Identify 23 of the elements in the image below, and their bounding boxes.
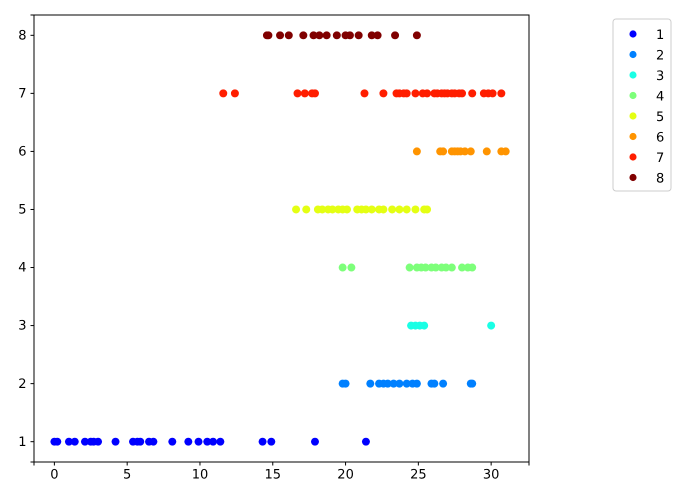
- y-tick-label: 7: [18, 86, 26, 102]
- y-tick-label: 1: [18, 434, 26, 450]
- legend-label: 8: [656, 172, 664, 186]
- y-tick-label: 5: [18, 202, 26, 218]
- y-tick-label: 8: [18, 28, 26, 44]
- y-tick-label: 6: [18, 144, 26, 160]
- y-tick-label: 4: [18, 260, 26, 276]
- x-tick-label: 15: [264, 468, 282, 483]
- y-tick-label: 3: [18, 318, 26, 334]
- legend-label: 4: [656, 90, 664, 104]
- x-tick-label: 10: [192, 468, 208, 483]
- legend-label: 6: [656, 130, 664, 146]
- x-tick-label: 25: [410, 468, 427, 483]
- legend-label: 7: [656, 151, 664, 166]
- x-tick-label: 0: [50, 468, 59, 483]
- x-tick-label: 30: [482, 468, 500, 483]
- legend-label: 3: [656, 69, 664, 84]
- legend-label: 2: [656, 48, 664, 64]
- y-tick-label: 2: [18, 376, 26, 392]
- x-tick-label: 20: [337, 468, 354, 483]
- x-tick-label: 5: [123, 468, 132, 483]
- legend-label: 1: [656, 28, 664, 43]
- legend-label: 5: [656, 110, 664, 125]
